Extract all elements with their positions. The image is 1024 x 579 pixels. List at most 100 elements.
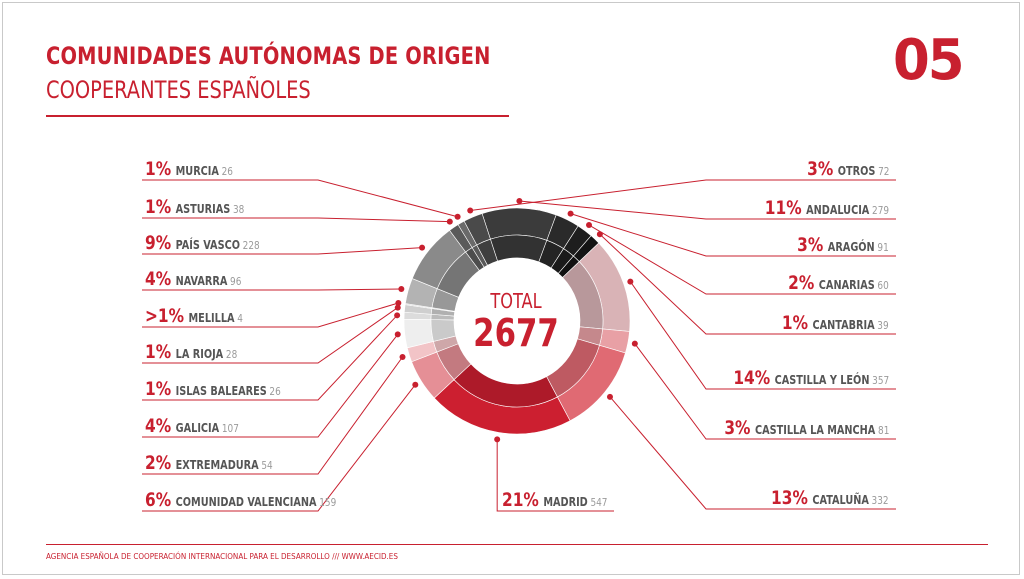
label-cantabria: 1% CANTABRIA 39 xyxy=(782,313,889,333)
leader-line-castilla-mancha xyxy=(634,343,896,440)
label-name-andalucia: ANDALUCIA xyxy=(806,203,870,217)
label-count-rioja: 28 xyxy=(225,348,238,361)
page-subtitle: COOPERANTES ESPAÑOLES xyxy=(46,76,311,104)
total-value: 2677 xyxy=(473,311,559,355)
leader-line-cataluna xyxy=(609,396,896,510)
label-pct-extremadura: 2% xyxy=(145,452,172,474)
label-count-castilla-mancha: 81 xyxy=(877,424,889,437)
label-pct-melilla: >1% xyxy=(145,305,185,327)
label-count-murcia: 26 xyxy=(221,165,233,178)
label-name-murcia: MURCIA xyxy=(175,164,219,178)
label-name-asturias: ASTURIAS xyxy=(175,202,231,216)
label-name-baleares: ISLAS BALEARES xyxy=(175,384,267,398)
label-name-madrid: MADRID xyxy=(543,495,588,509)
label-asturias: 1% ASTURIAS 38 xyxy=(145,197,244,217)
label-pct-castilla-mancha: 3% xyxy=(723,417,751,439)
section-number: 05 xyxy=(893,28,965,93)
label-pct-navarra: 4% xyxy=(145,268,172,290)
label-name-pais-vasco: PAÍS VASCO xyxy=(175,238,240,252)
leader-line-canarias xyxy=(588,224,896,295)
slice-inner-andalucia xyxy=(490,234,548,263)
label-name-aragon: ARAGÓN xyxy=(828,240,875,254)
label-castilla-mancha: 3% CASTILLA LA MANCHA 81 xyxy=(724,418,889,438)
leader-line-otros xyxy=(470,179,896,211)
label-pct-otros: 3% xyxy=(806,158,833,180)
label-name-cataluna: CATALUÑA xyxy=(812,493,870,507)
leader-line-pais-vasco xyxy=(142,247,423,255)
label-count-canarias: 60 xyxy=(877,279,889,292)
leader-line-aragon xyxy=(570,213,896,257)
page-title: COMUNIDADES AUTÓNOMAS DE ORIGEN xyxy=(46,42,491,70)
leader-line-castilla-leon xyxy=(629,281,896,390)
label-cataluna: 13% CATALUÑA 332 xyxy=(771,488,889,508)
label-count-galicia: 107 xyxy=(221,422,239,435)
leader-line-murcia xyxy=(142,179,458,218)
label-name-cantabria: CANTABRIA xyxy=(812,318,875,332)
label-murcia: 1% MURCIA 26 xyxy=(145,159,233,179)
label-melilla: >1% MELILLA 4 xyxy=(145,306,243,326)
label-name-valenciana: COMUNIDAD VALENCIANA xyxy=(175,495,317,509)
label-name-melilla: MELILLA xyxy=(188,311,235,325)
label-name-castilla-leon: CASTILLA Y LEÓN xyxy=(774,373,870,387)
label-navarra: 4% NAVARRA 96 xyxy=(145,269,241,289)
label-count-otros: 72 xyxy=(877,165,889,178)
label-name-rioja: LA RIOJA xyxy=(175,347,224,361)
label-count-cantabria: 39 xyxy=(877,319,889,332)
label-count-baleares: 26 xyxy=(269,385,281,398)
label-name-otros: OTROS xyxy=(837,164,875,178)
leader-line-navarra xyxy=(142,288,402,291)
label-count-aragon: 91 xyxy=(877,241,889,254)
label-pct-valenciana: 6% xyxy=(145,489,172,511)
label-count-castilla-leon: 357 xyxy=(871,374,889,387)
title-divider xyxy=(46,115,509,117)
label-andalucia: 11% ANDALUCIA 279 xyxy=(765,198,889,218)
leader-line-galicia xyxy=(142,334,399,438)
label-pct-murcia: 1% xyxy=(145,158,172,180)
label-pais-vasco: 9% PAÍS VASCO 228 xyxy=(145,233,260,253)
label-count-extremadura: 54 xyxy=(261,459,273,472)
label-count-cataluna: 332 xyxy=(871,494,889,507)
label-pct-cantabria: 1% xyxy=(782,312,809,334)
label-pct-aragon: 3% xyxy=(797,234,824,256)
label-otros: 3% OTROS 72 xyxy=(807,159,889,179)
label-count-melilla: 4 xyxy=(237,312,243,325)
label-castilla-leon: 14% CASTILLA Y LEÓN 357 xyxy=(733,368,889,388)
leader-line-asturias xyxy=(142,217,450,223)
label-count-asturias: 38 xyxy=(232,203,245,216)
label-count-andalucia: 279 xyxy=(871,204,889,217)
leader-line-extremadura xyxy=(142,356,403,475)
total-label: TOTAL xyxy=(490,289,542,313)
label-count-madrid: 547 xyxy=(590,496,608,509)
label-pct-cataluna: 13% xyxy=(771,487,809,509)
label-pct-canarias: 2% xyxy=(788,272,815,294)
label-pct-andalucia: 11% xyxy=(764,197,802,219)
leader-line-rioja xyxy=(142,307,399,364)
label-count-navarra: 96 xyxy=(230,275,242,288)
label-baleares: 1% ISLAS BALEARES 26 xyxy=(145,379,281,399)
leader-line-madrid xyxy=(496,439,614,512)
label-galicia: 4% GALICIA 107 xyxy=(145,416,239,436)
label-name-canarias: CANARIAS xyxy=(819,278,875,292)
label-canarias: 2% CANARIAS 60 xyxy=(788,273,889,293)
label-madrid: 21% MADRID 547 xyxy=(502,490,607,510)
label-pct-baleares: 1% xyxy=(145,378,172,400)
label-pct-castilla-leon: 14% xyxy=(733,367,770,389)
label-pct-galicia: 4% xyxy=(145,415,172,437)
footer-divider xyxy=(46,544,988,545)
label-pct-asturias: 1% xyxy=(145,196,172,218)
label-aragon: 3% ARAGÓN 91 xyxy=(797,235,889,255)
leader-line-melilla xyxy=(142,302,399,328)
leader-line-andalucia xyxy=(519,200,896,220)
label-count-pais-vasco: 228 xyxy=(242,239,260,252)
label-name-extremadura: EXTREMADURA xyxy=(175,458,259,472)
label-pct-madrid: 21% xyxy=(502,489,539,511)
label-extremadura: 2% EXTREMADURA 54 xyxy=(145,453,273,473)
leader-line-baleares xyxy=(142,314,398,401)
label-pct-pais-vasco: 9% xyxy=(145,232,172,254)
label-count-valenciana: 159 xyxy=(319,496,337,509)
footer-text: AGENCIA ESPAÑOLA DE COOPERACIÓN INTERNAC… xyxy=(46,552,398,561)
leader-line-valenciana xyxy=(142,384,416,512)
label-name-navarra: NAVARRA xyxy=(175,274,228,288)
donut-hole xyxy=(454,258,580,384)
